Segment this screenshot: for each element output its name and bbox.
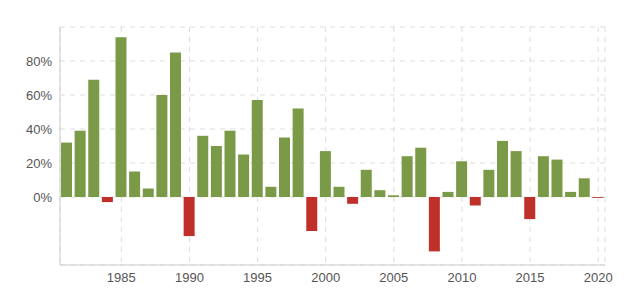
svg-text:1995: 1995: [243, 270, 272, 285]
svg-text:80%: 80%: [26, 54, 52, 69]
svg-text:20%: 20%: [26, 156, 52, 171]
svg-text:2010: 2010: [447, 270, 476, 285]
svg-text:2000: 2000: [311, 270, 340, 285]
svg-text:2020: 2020: [584, 270, 613, 285]
svg-text:2005: 2005: [379, 270, 408, 285]
svg-text:60%: 60%: [26, 88, 52, 103]
svg-text:0%: 0%: [33, 190, 52, 205]
svg-text:2015: 2015: [516, 270, 545, 285]
svg-text:1985: 1985: [107, 270, 136, 285]
svg-text:1990: 1990: [175, 270, 204, 285]
svg-text:40%: 40%: [26, 122, 52, 137]
